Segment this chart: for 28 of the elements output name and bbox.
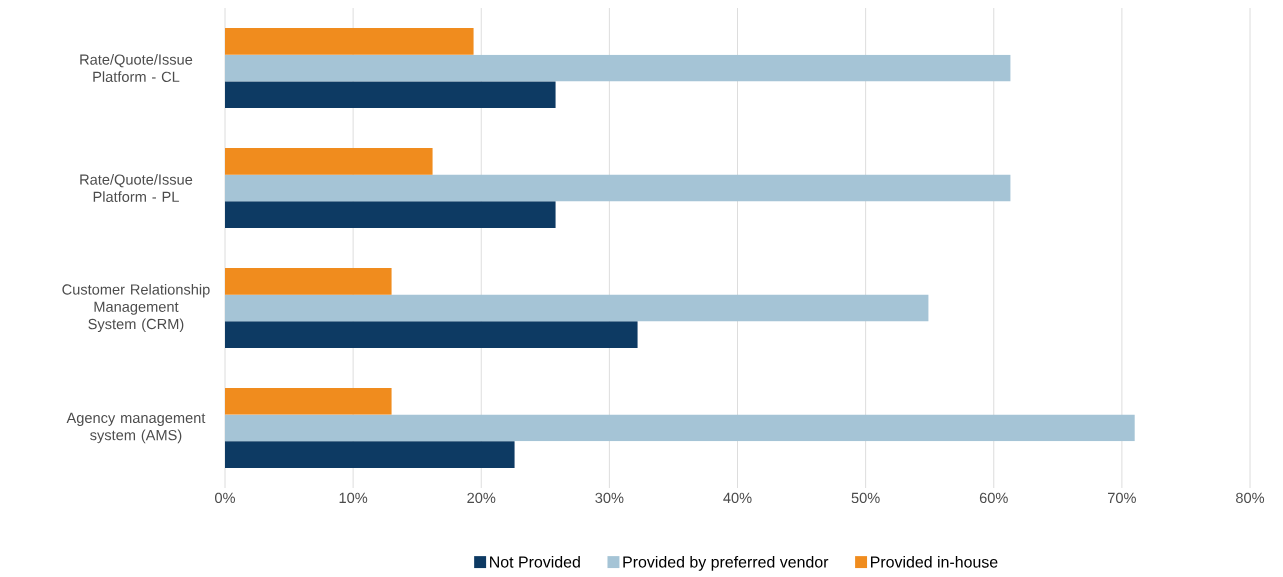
x-tick-label: 30% — [595, 492, 624, 504]
x-tick-label: 40% — [723, 492, 752, 504]
x-tick-label: 20% — [467, 492, 496, 504]
bar — [225, 388, 392, 415]
x-tick-label: 10% — [339, 492, 368, 504]
y-tick-label: Agency management system (AMS) — [66, 412, 206, 444]
legend-label: Provided by preferred vendor — [623, 555, 829, 571]
x-tick-label: 80% — [1236, 492, 1265, 504]
bar — [225, 28, 474, 55]
legend-label: Provided in-house — [871, 555, 998, 568]
x-tick-label: 70% — [1108, 492, 1136, 504]
bar — [225, 294, 929, 322]
bar — [225, 148, 433, 175]
bar — [225, 201, 556, 228]
x-tick-label: 50% — [851, 492, 880, 504]
y-tick-label: Rate/Quote/Issue Platform - CL — [80, 54, 193, 82]
bar — [225, 54, 1011, 82]
bar — [225, 268, 392, 295]
x-tick-label: 0% — [215, 492, 236, 504]
bar — [225, 441, 515, 468]
legend-label: Not Provided — [490, 555, 580, 568]
bar — [225, 321, 638, 348]
y-tick-label: Customer Relationship Management System (CRM) — [62, 283, 210, 333]
bar — [225, 414, 1135, 442]
x-tick-label: 60% — [979, 492, 1008, 504]
bar — [225, 81, 556, 108]
bar — [225, 174, 1011, 202]
y-tick-label: Rate/Quote/Issue Platform - PL — [80, 174, 193, 202]
